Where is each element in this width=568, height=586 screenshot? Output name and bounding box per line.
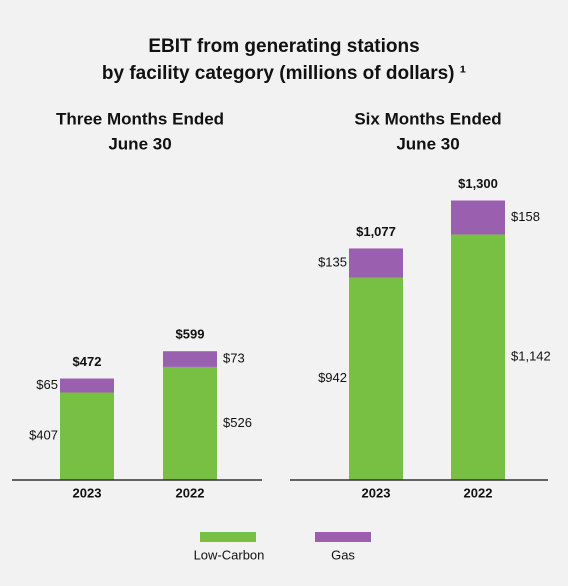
bar-segment [349, 277, 403, 480]
value-label: $407 [29, 428, 58, 443]
panel-subtitle: Three Months Ended [56, 109, 224, 128]
panel-subtitle: June 30 [108, 134, 171, 153]
total-label: $472 [73, 354, 102, 369]
legend-swatch [315, 532, 371, 542]
value-label: $135 [318, 254, 347, 269]
bar-segment [451, 234, 505, 480]
total-label: $1,300 [458, 176, 498, 191]
panel-subtitle: June 30 [396, 134, 459, 153]
bar-segment [60, 378, 114, 393]
chart-title: by facility category (millions of dollar… [102, 63, 466, 84]
bar-segment [451, 200, 505, 235]
x-tick-label: 2022 [464, 485, 493, 500]
value-label: $65 [36, 377, 58, 392]
bar-segment [163, 351, 217, 367]
legend-swatch [200, 532, 256, 542]
bar-segment [163, 366, 217, 480]
value-label: $1,142 [511, 349, 551, 364]
chart-title: EBIT from generating stations [148, 36, 419, 57]
total-label: $599 [176, 327, 205, 342]
bar-segment [349, 248, 403, 278]
legend-label: Low-Carbon [194, 547, 265, 562]
value-label: $942 [318, 370, 347, 385]
x-tick-label: 2022 [176, 485, 205, 500]
x-tick-label: 2023 [73, 485, 102, 500]
value-label: $73 [223, 351, 245, 366]
value-label: $158 [511, 209, 540, 224]
x-tick-label: 2023 [362, 485, 391, 500]
value-label: $526 [223, 415, 252, 430]
total-label: $1,077 [356, 224, 396, 239]
bar-segment [60, 392, 114, 480]
panel-subtitle: Six Months Ended [354, 109, 501, 128]
legend-label: Gas [331, 547, 355, 562]
